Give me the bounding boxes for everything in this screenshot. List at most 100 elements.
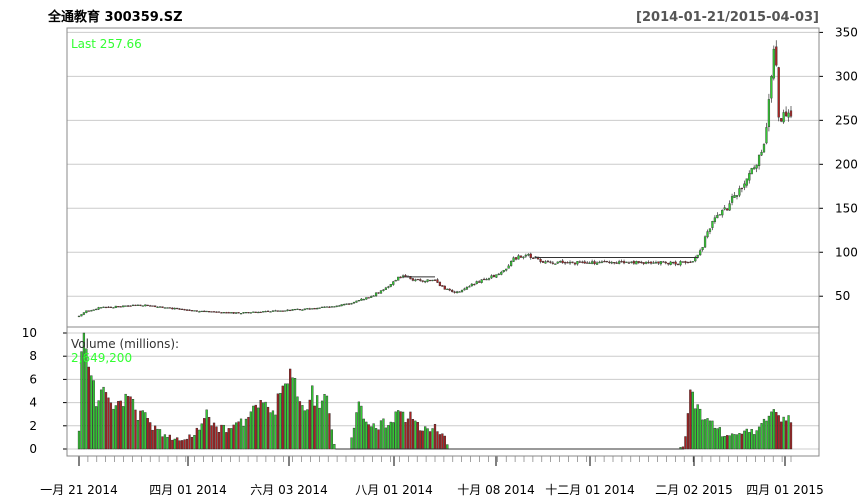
price-tick-label: 100 [835,245,858,259]
candle-body [298,308,302,311]
candle-body [507,265,510,269]
volume-bar [399,411,402,450]
volume-bar [122,406,125,450]
candle-body [215,311,218,313]
candle-body [539,259,542,262]
candle-body [573,262,577,265]
volume-bar [163,434,167,450]
volume-bar [723,436,726,450]
volume-bar [782,416,785,450]
volume-bar [424,426,427,450]
candle-body [789,110,793,117]
candle-body [303,308,306,310]
candle-body [387,286,390,288]
candle-body [566,262,569,264]
candle-body [77,315,81,318]
candle-body [505,268,508,271]
volume-bar [144,412,147,450]
volume-bar [151,429,154,450]
volume-bar [124,393,127,450]
volume-last-value: 2,649,200 [71,351,132,365]
volume-bar [161,436,164,450]
candle-body [424,280,427,283]
candle-body [146,304,149,307]
volume-bar [689,389,692,450]
volume-bar [384,427,388,450]
volume-bar [365,421,368,450]
candle-body [416,278,419,281]
volume-bar [352,427,356,450]
candle-body [458,291,461,293]
candle-body [723,207,726,210]
candle-body [470,283,473,287]
volume-bar [220,424,223,450]
volume-bar [362,418,365,450]
candle-body [249,312,252,314]
volume-bar [775,412,778,450]
volume-bar [699,408,702,450]
candle-body [198,311,201,313]
volume-tick-label: 10 [22,326,37,340]
volume-bar [780,421,783,450]
candle-body [122,305,125,308]
candle-body [738,188,741,196]
volume-bar [433,423,437,450]
volume-bar [441,433,444,450]
candle-body [583,261,586,264]
volume-bar [748,432,751,450]
volume-bar [436,431,439,450]
candle-body [372,295,375,297]
volume-bar [210,425,213,450]
candle-body [409,275,412,280]
candle-body [448,288,451,291]
candle-body [217,311,221,313]
volume-bar [303,410,306,450]
candle-body [291,309,294,311]
candle-body [92,309,95,311]
price-axis: 50 100 150 200 250 300 350 [819,25,858,303]
candle-body [767,99,771,128]
candle-body [745,178,748,186]
candle-body [87,310,90,312]
candle-body [176,307,179,310]
candle-body [554,263,557,265]
candle-body [549,261,552,263]
volume-bar [235,422,238,450]
volume-bar [691,391,694,450]
date-tick-label: 十月 08 2014 [457,483,534,497]
candle-body [659,261,662,265]
volume-bar [266,406,270,450]
volume-bar [379,420,383,450]
volume-bar [753,434,756,450]
date-tick-label: 六月 03 2014 [250,483,327,497]
volume-bar [217,432,221,450]
candle-body [316,308,319,310]
candle-body [139,304,142,306]
candle-body [436,279,439,283]
volume-bar [141,410,144,450]
candle-body [627,262,631,264]
candle-body [487,278,491,280]
price-tick-label: 250 [835,113,858,127]
candle-body [637,261,640,263]
candle-body [163,307,167,309]
candle-body [367,297,370,299]
candle-body [95,308,98,311]
volume-bar [284,383,287,450]
candle-body [713,217,717,222]
candle-body [382,289,385,291]
volume-bar [370,426,373,450]
volume-bar [306,409,309,450]
candle-body [374,292,378,297]
candle-body [259,311,262,313]
candle-body [384,287,388,290]
candle-body [441,285,444,287]
volume-bar [195,427,198,450]
volume-bar [404,422,407,450]
volume-bar [686,413,690,450]
candle-body [551,262,554,264]
candle-body [600,261,604,263]
candle-body [446,288,449,290]
candle-body [90,310,93,312]
volume-bar [291,377,294,450]
